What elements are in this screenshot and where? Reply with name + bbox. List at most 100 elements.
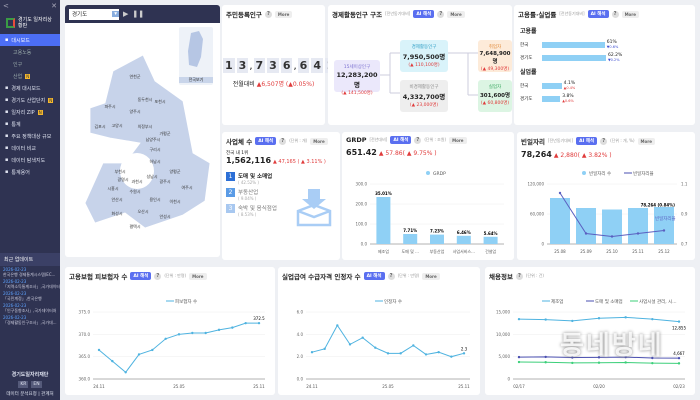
jobs-series-point[interactable] (544, 318, 547, 321)
city-label[interactable]: 오산시 (137, 208, 148, 214)
insured-point[interactable] (204, 331, 207, 335)
sidebar-item[interactable]: ▪ 통계 (0, 118, 60, 130)
sidebar-item[interactable]: ▪ 데이터 탐색지도 (0, 154, 60, 166)
jobs-series-point[interactable] (651, 317, 654, 321)
benefit-point[interactable] (323, 347, 326, 351)
update-item[interactable]: 「국민계정」,한국은행 (3, 296, 42, 301)
sidebar-item[interactable]: ▪ 통계용어 (0, 166, 60, 178)
ai-button[interactable]: AI 해석 (576, 137, 598, 145)
grdp-bar[interactable] (430, 234, 444, 244)
insured-point[interactable] (231, 326, 234, 329)
help-icon[interactable]: ? (515, 272, 523, 280)
benefit-point[interactable] (450, 355, 453, 358)
legend-label[interactable]: 제조업 (551, 298, 563, 305)
city-label[interactable]: 하남시 (149, 158, 160, 164)
jobs-series-point[interactable] (544, 361, 547, 364)
legend-label[interactable]: 인정자 수 (384, 298, 402, 305)
benefit-point[interactable] (412, 344, 415, 347)
more-button[interactable]: More (422, 272, 440, 280)
grdp-bar[interactable] (376, 197, 391, 244)
more-button[interactable]: More (449, 136, 467, 144)
more-button[interactable]: More (310, 137, 328, 145)
more-button[interactable]: More (637, 137, 655, 145)
update-item[interactable]: 「인구동향조사」,국가데이터처 (3, 308, 57, 313)
benefit-point[interactable] (348, 343, 352, 346)
city-label[interactable]: 의정부시 (138, 123, 153, 129)
vacancy-bar[interactable] (550, 198, 570, 244)
city-label[interactable]: 평택시 (129, 223, 140, 229)
rate-bar[interactable] (542, 95, 561, 102)
insured-point[interactable] (111, 359, 114, 363)
city-label[interactable]: 남양주시 (146, 136, 161, 142)
benefit-point[interactable] (437, 351, 440, 354)
ai-button[interactable]: AI 해석 (587, 10, 609, 18)
city-label[interactable]: 과천시 (131, 178, 142, 184)
jobs-series-point[interactable] (651, 361, 654, 365)
update-item[interactable]: 「지역소득통계조사」,국가데이터... (3, 284, 60, 289)
jobs-series-point[interactable] (624, 316, 627, 319)
insured-point[interactable] (164, 337, 167, 340)
legend-label[interactable]: 빈일자리율 (633, 170, 654, 177)
more-button[interactable]: More (189, 272, 207, 280)
city-label[interactable]: 파주시 (104, 103, 115, 109)
sidebar-item[interactable]: 인구 (0, 58, 60, 70)
jobs-series-point[interactable] (677, 356, 681, 360)
jobs-series-point[interactable] (677, 320, 681, 323)
city-label[interactable]: 화성시 (111, 210, 122, 216)
jobs-series-point[interactable] (571, 356, 574, 359)
jobs-series-point[interactable] (597, 361, 601, 364)
city-label[interactable]: 가평군 (159, 130, 170, 136)
vacancy-rate-point[interactable] (584, 232, 588, 235)
benefit-point[interactable] (310, 351, 314, 354)
city-label[interactable]: 양평군 (169, 168, 180, 174)
city-label[interactable]: 여주시 (181, 184, 192, 190)
grdp-bar[interactable] (483, 236, 498, 244)
vacancy-bar[interactable] (628, 208, 648, 244)
city-label[interactable]: 김포시 (94, 123, 105, 129)
help-icon[interactable]: ? (279, 137, 287, 145)
insured-point[interactable] (244, 321, 247, 325)
city-label[interactable]: 용인시 (149, 196, 160, 202)
sidebar-item[interactable]: 산업 N (0, 70, 60, 82)
city-label[interactable]: 안성시 (159, 213, 170, 219)
jobs-series-point[interactable] (517, 317, 521, 321)
city-label[interactable]: 양주시 (129, 108, 140, 114)
insured-point[interactable] (97, 348, 101, 352)
share-icon[interactable]: < (3, 2, 9, 10)
city-label[interactable]: 동두천시 (138, 96, 153, 102)
legend-label[interactable]: 빈일자리 수 (589, 170, 611, 177)
city-label[interactable]: 광주시 (159, 178, 170, 184)
legend-label[interactable]: 피보험자 수 (175, 298, 197, 305)
city-label[interactable]: 부천시 (114, 168, 125, 174)
help-icon[interactable]: ? (387, 272, 395, 280)
lang-en-button[interactable]: EN (31, 381, 42, 388)
help-icon[interactable]: ? (154, 272, 162, 280)
sidebar-item[interactable]: 고용노동 (0, 46, 60, 58)
more-button[interactable]: More (274, 10, 293, 18)
region-select[interactable]: 경기도 ▾ (69, 8, 119, 20)
insured-point[interactable] (217, 328, 221, 332)
ai-button[interactable]: AI 해석 (363, 272, 385, 280)
jobs-series-point[interactable] (624, 355, 627, 359)
vacancy-rate-point[interactable] (558, 191, 562, 195)
help-icon[interactable]: ? (437, 10, 445, 18)
rate-bar[interactable] (542, 54, 606, 61)
help-icon[interactable]: ? (264, 10, 272, 18)
update-item[interactable]: 한국은행 경제통계시스템(EC... (3, 272, 56, 277)
city-label[interactable]: 수원시 (129, 188, 140, 194)
legend-label[interactable]: 도매 및 소매업 (595, 298, 623, 305)
insured-point[interactable] (177, 333, 181, 336)
insured-point[interactable] (137, 353, 141, 356)
update-item[interactable]: 「경제활동인구조사」,국가데... (3, 320, 57, 325)
benefit-point[interactable] (361, 336, 364, 339)
jobs-series-point[interactable] (677, 362, 681, 365)
more-button[interactable]: More (621, 10, 639, 18)
expand-icon[interactable]: ✕ (51, 2, 57, 10)
ai-button[interactable]: AI 해석 (413, 10, 435, 18)
sidebar-item[interactable]: ▪ 대시보드 (0, 34, 60, 46)
pause-icon[interactable]: ❚❚ (132, 10, 145, 18)
grdp-bar[interactable] (456, 235, 471, 244)
sidebar-item[interactable]: ▪ 일자리 ZIP N (0, 106, 60, 118)
vacancy-bar[interactable] (576, 208, 596, 244)
